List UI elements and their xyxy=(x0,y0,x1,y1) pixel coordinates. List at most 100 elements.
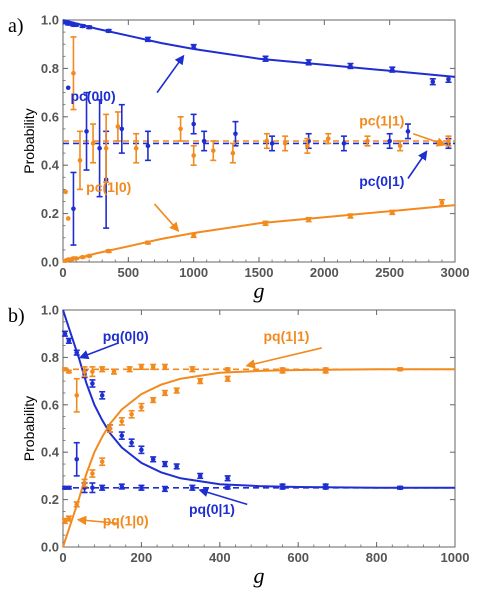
annotation-label: pc(1|1) xyxy=(359,112,404,128)
data-point xyxy=(280,369,285,374)
annotation-label: pq(0|1) xyxy=(189,501,235,517)
data-point xyxy=(174,464,179,469)
data-point xyxy=(115,124,121,129)
annotation-arrow xyxy=(153,203,180,232)
data-point xyxy=(150,364,156,370)
data-point xyxy=(129,411,134,417)
annotation-arrow xyxy=(156,54,185,94)
data-point xyxy=(348,63,353,69)
data-point xyxy=(73,22,79,28)
data-point xyxy=(62,331,68,337)
data-point xyxy=(446,138,451,144)
x-tick-label: 3000 xyxy=(441,265,470,280)
annotation-label: pc(1|0) xyxy=(86,179,131,195)
annotation-label: pq(1|1) xyxy=(263,328,309,344)
data-point xyxy=(430,79,436,85)
data-point xyxy=(162,461,168,467)
data-point xyxy=(225,366,230,372)
data-point xyxy=(389,67,395,72)
data-point xyxy=(263,220,268,226)
data-point xyxy=(162,486,168,492)
data-point xyxy=(190,485,195,491)
data-point xyxy=(439,200,445,206)
data-point xyxy=(82,369,87,374)
data-point xyxy=(111,369,117,374)
data-point xyxy=(397,485,403,491)
annotation-arrow xyxy=(198,487,248,506)
data-point xyxy=(97,145,102,151)
data-point xyxy=(80,23,85,29)
data-point xyxy=(90,485,95,491)
data-point xyxy=(145,240,151,245)
annotation-arrow xyxy=(245,347,322,369)
annotation-arrow xyxy=(407,150,428,179)
data-point xyxy=(145,143,151,149)
data-point xyxy=(90,381,95,386)
data-point xyxy=(325,136,331,141)
x-tick-label: 500 xyxy=(117,265,139,280)
data-point xyxy=(323,369,328,374)
data-point xyxy=(65,216,71,221)
x-tick-label: 200 xyxy=(131,550,153,565)
data-point xyxy=(139,364,144,370)
data-point xyxy=(73,256,79,261)
data-point xyxy=(66,369,72,374)
data-point xyxy=(365,138,370,144)
data-point xyxy=(178,126,183,132)
fit-curve xyxy=(62,19,456,78)
data-point xyxy=(230,150,236,156)
data-point xyxy=(348,213,353,219)
data-point xyxy=(139,447,144,453)
data-point xyxy=(74,457,80,462)
data-point xyxy=(74,393,80,398)
data-point xyxy=(397,143,403,149)
data-point xyxy=(106,28,112,34)
data-point xyxy=(197,378,203,384)
plot-frame xyxy=(62,309,456,548)
data-point xyxy=(119,419,125,424)
x-tick-label: 0 xyxy=(59,265,66,280)
annotation-label: pq(0|0) xyxy=(103,328,149,344)
data-point xyxy=(77,158,83,163)
data-point xyxy=(71,206,76,212)
data-point xyxy=(162,364,168,370)
fit-curve xyxy=(62,204,456,263)
data-point xyxy=(106,248,112,254)
data-point xyxy=(90,471,95,476)
data-point xyxy=(197,473,203,479)
data-point xyxy=(269,141,275,146)
data-point xyxy=(341,141,347,146)
data-point xyxy=(74,350,80,355)
panel-2: 0 200 400 600 800 1000 0.0 0.2 0.4 0.6 0.8 1.0 b) g Pr… xyxy=(8,303,469,589)
data-point xyxy=(387,138,392,144)
y-tick-label: 0.6 xyxy=(41,109,59,124)
data-point xyxy=(86,24,92,30)
data-point xyxy=(119,484,125,489)
data-point xyxy=(74,502,80,507)
y-tick-label: 0.4 xyxy=(41,158,60,173)
data-point xyxy=(133,145,139,151)
y-tick-label: 0.6 xyxy=(41,397,59,412)
data-point xyxy=(119,126,125,132)
data-point xyxy=(282,141,288,146)
x-tick-label: 1000 xyxy=(179,265,208,280)
data-point xyxy=(233,131,238,137)
data-point xyxy=(107,426,113,431)
data-point xyxy=(191,44,196,49)
x-tick-label: 0 xyxy=(59,550,66,565)
data-point xyxy=(191,233,196,238)
y-tick-label: 0.8 xyxy=(41,350,59,365)
y-tick-label: 1.0 xyxy=(41,13,59,28)
data-point xyxy=(305,143,310,149)
y-tick-label: 1.0 xyxy=(41,303,59,318)
data-point xyxy=(150,457,156,462)
data-point xyxy=(201,138,207,144)
data-point xyxy=(210,148,216,153)
data-point xyxy=(90,369,95,374)
data-point xyxy=(119,433,125,438)
data-point xyxy=(280,485,285,491)
data-point xyxy=(62,518,68,524)
data-point xyxy=(323,485,328,491)
data-point xyxy=(306,60,311,65)
